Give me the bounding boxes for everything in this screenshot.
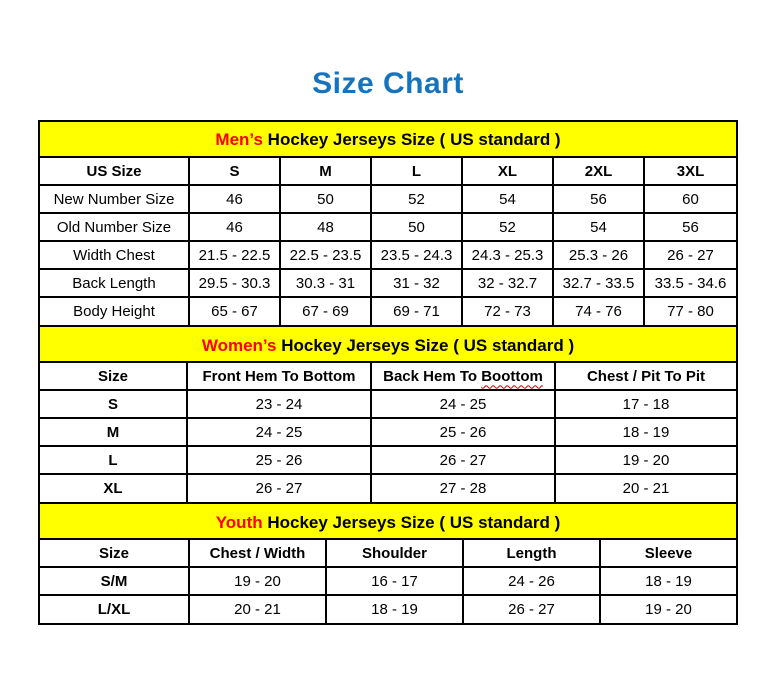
value-cell: 50	[279, 184, 372, 214]
mens-band-highlight: Men’s	[215, 130, 263, 149]
column-header: Size	[40, 540, 190, 568]
column-header: Length	[462, 540, 601, 568]
column-header: Shoulder	[325, 540, 464, 568]
value-cell: 46	[188, 212, 281, 242]
value-cell: 19 - 20	[554, 445, 736, 475]
column-header: 3XL	[643, 158, 736, 186]
youth-section-header: Youth Hockey Jerseys Size ( US standard …	[40, 502, 736, 540]
value-cell: 56	[552, 184, 645, 214]
womens-section-header: Women’s Hockey Jerseys Size ( US standar…	[40, 325, 736, 363]
column-header: Chest / Pit To Pit	[554, 363, 736, 391]
value-cell: 27 - 28	[370, 473, 556, 502]
row-label: M	[40, 417, 188, 447]
value-cell: 67 - 69	[279, 296, 372, 325]
value-cell: 22.5 - 23.5	[279, 240, 372, 270]
value-cell: 18 - 19	[325, 594, 464, 623]
row-label: Width Chest	[40, 240, 190, 270]
value-cell: 25 - 26	[370, 417, 556, 447]
youth-size-table: Size Chest / Width Shoulder Length Sleeve S/M…	[40, 540, 736, 623]
value-cell: 32.7 - 33.5	[552, 268, 645, 298]
misspelled-word: Boottom	[481, 367, 543, 385]
value-cell: 52	[461, 212, 554, 242]
value-cell: 77 - 80	[643, 296, 736, 325]
value-cell: 19 - 20	[599, 594, 736, 623]
mens-section-header: Men’s Hockey Jerseys Size ( US standard …	[40, 122, 736, 158]
row-label: L/XL	[40, 594, 190, 623]
value-cell: 26 - 27	[370, 445, 556, 475]
column-header: Chest / Width	[188, 540, 327, 568]
value-cell: 20 - 21	[188, 594, 327, 623]
value-cell: 21.5 - 22.5	[188, 240, 281, 270]
mens-band-rest: Hockey Jerseys Size ( US standard )	[262, 130, 561, 149]
column-header: Back Hem To Boottom	[370, 363, 556, 391]
value-cell: 65 - 67	[188, 296, 281, 325]
value-cell: 25.3 - 26	[552, 240, 645, 270]
value-cell: 46	[188, 184, 281, 214]
value-cell: 24 - 26	[462, 566, 601, 596]
value-cell: 16 - 17	[325, 566, 464, 596]
column-header: Size	[40, 363, 188, 391]
column-header: S	[188, 158, 281, 186]
womens-size-table: Size Front Hem To Bottom Back Hem To Boott…	[40, 363, 736, 502]
value-cell: 30.3 - 31	[279, 268, 372, 298]
header-text: Back Hem To	[383, 367, 482, 385]
value-cell: 26 - 27	[643, 240, 736, 270]
value-cell: 52	[370, 184, 463, 214]
value-cell: 74 - 76	[552, 296, 645, 325]
mens-size-table: US Size S M L XL 2XL 3XL New Number Size 46 50 52 5…	[40, 158, 736, 325]
column-header: 2XL	[552, 158, 645, 186]
value-cell: 26 - 27	[462, 594, 601, 623]
value-cell: 54	[461, 184, 554, 214]
column-header: US Size	[40, 158, 190, 186]
value-cell: 23.5 - 24.3	[370, 240, 463, 270]
value-cell: 56	[643, 212, 736, 242]
value-cell: 32 - 32.7	[461, 268, 554, 298]
column-header: M	[279, 158, 372, 186]
value-cell: 50	[370, 212, 463, 242]
column-header: Front Hem To Bottom	[186, 363, 372, 391]
size-chart-tables: Men’s Hockey Jerseys Size ( US standard …	[38, 120, 738, 625]
value-cell: 18 - 19	[554, 417, 736, 447]
womens-band-rest: Hockey Jerseys Size ( US standard )	[276, 336, 575, 355]
value-cell: 19 - 20	[188, 566, 327, 596]
value-cell: 26 - 27	[186, 473, 372, 502]
value-cell: 20 - 21	[554, 473, 736, 502]
row-label: S/M	[40, 566, 190, 596]
row-label: S	[40, 389, 188, 419]
row-label: L	[40, 445, 188, 475]
youth-band-highlight: Youth	[215, 513, 263, 532]
value-cell: 24 - 25	[370, 389, 556, 419]
value-cell: 18 - 19	[599, 566, 736, 596]
value-cell: 60	[643, 184, 736, 214]
value-cell: 24 - 25	[186, 417, 372, 447]
value-cell: 31 - 32	[370, 268, 463, 298]
row-label: New Number Size	[40, 184, 190, 214]
value-cell: 24.3 - 25.3	[461, 240, 554, 270]
womens-band-highlight: Women’s	[201, 336, 277, 355]
column-header: Sleeve	[599, 540, 736, 568]
page-title: Size Chart	[312, 67, 464, 100]
column-header: L	[370, 158, 463, 186]
youth-band-rest: Hockey Jerseys Size ( US standard )	[262, 513, 561, 532]
value-cell: 23 - 24	[186, 389, 372, 419]
value-cell: 29.5 - 30.3	[188, 268, 281, 298]
value-cell: 72 - 73	[461, 296, 554, 325]
value-cell: 54	[552, 212, 645, 242]
value-cell: 25 - 26	[186, 445, 372, 475]
value-cell: 17 - 18	[554, 389, 736, 419]
row-label: Old Number Size	[40, 212, 190, 242]
row-label: XL	[40, 473, 188, 502]
row-label: Back Length	[40, 268, 190, 298]
value-cell: 69 - 71	[370, 296, 463, 325]
value-cell: 33.5 - 34.6	[643, 268, 736, 298]
value-cell: 48	[279, 212, 372, 242]
row-label: Body Height	[40, 296, 190, 325]
column-header: XL	[461, 158, 554, 186]
